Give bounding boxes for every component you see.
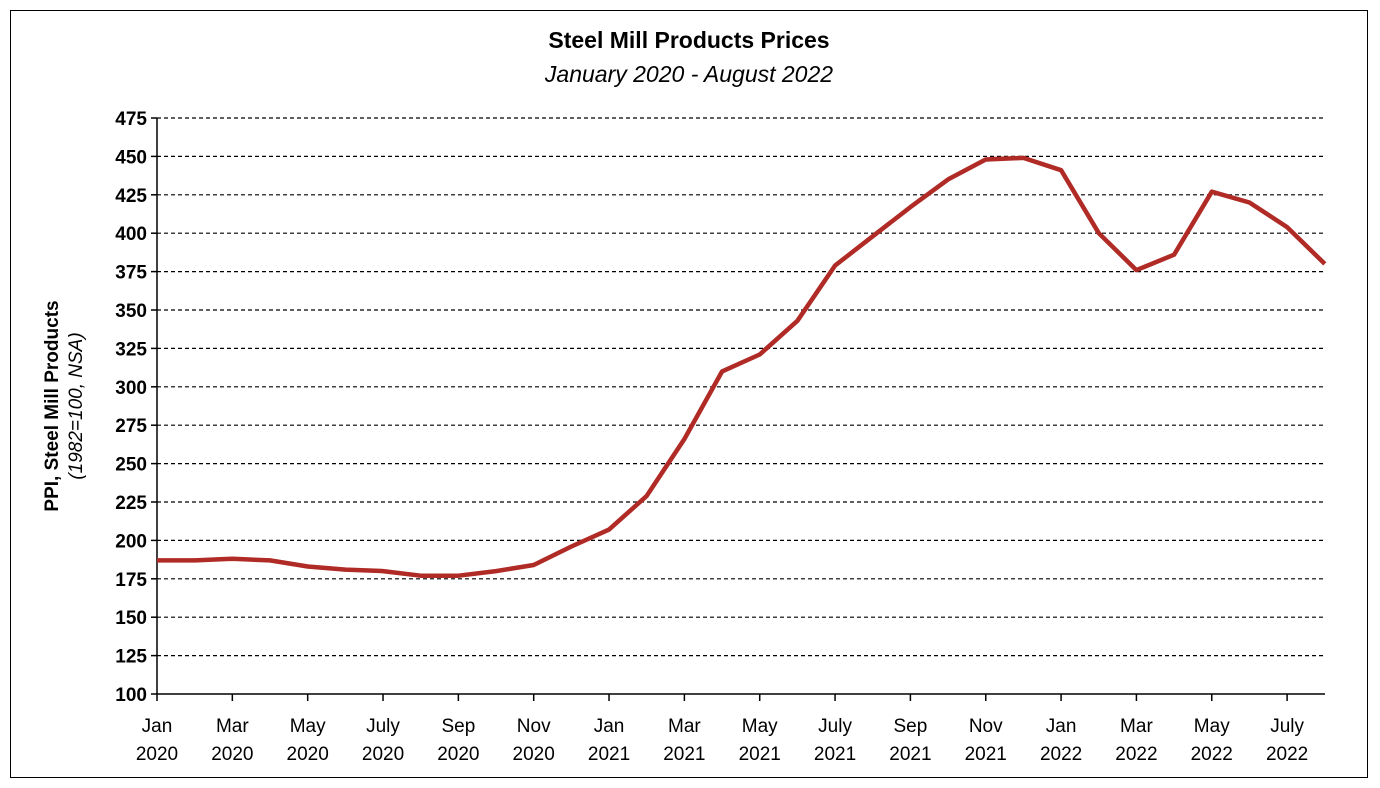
- x-tick-label-year: 2020: [287, 744, 329, 765]
- x-tick-label-year: 2021: [739, 744, 781, 765]
- y-tick-label: 175: [115, 570, 147, 591]
- x-tick-label-year: 2021: [814, 744, 856, 765]
- x-tick-label-year: 2022: [1266, 744, 1308, 765]
- x-tick-label-month: July: [818, 716, 852, 737]
- y-tick-label: 275: [115, 416, 147, 437]
- y-tick-label: 375: [115, 263, 147, 284]
- x-tick-label-year: 2021: [965, 744, 1007, 765]
- x-tick-label-month: Nov: [517, 716, 551, 737]
- y-tick-label: 125: [115, 647, 147, 668]
- y-axis-label-group: PPI, Steel Mill Products (1982=100, NSA): [42, 300, 87, 511]
- series-group: [157, 155, 1327, 578]
- series-line: [157, 155, 1327, 578]
- y-axis-ticks: 100 125 150 175 200 225 250 275 300 325 350 375 400 4…: [115, 109, 157, 706]
- chart-frame: [10, 10, 1368, 778]
- x-tick-label-month: Mar: [668, 716, 701, 737]
- gridlines: [157, 117, 1325, 657]
- x-tick-label-month: Sep: [441, 716, 475, 737]
- x-tick-label-year: 2021: [889, 744, 931, 765]
- y-axis-label: PPI, Steel Mill Products: [42, 300, 63, 511]
- x-tick-label-year: 2022: [1191, 744, 1233, 765]
- x-tick-label-month: May: [742, 716, 778, 737]
- y-tick-label: 300: [115, 378, 147, 399]
- x-tick-label-month: May: [1194, 716, 1230, 737]
- y-tick-label: 200: [115, 531, 147, 552]
- y-tick-label: 400: [115, 224, 147, 245]
- x-tick-label-year: 2020: [513, 744, 555, 765]
- x-tick-label-month: Jan: [1046, 716, 1077, 737]
- y-tick-label: 150: [115, 608, 147, 629]
- x-tick-label-month: July: [366, 716, 400, 737]
- y-tick-label: 250: [115, 455, 147, 476]
- y-tick-label: 450: [115, 147, 147, 168]
- y-tick-label: 325: [115, 339, 147, 360]
- x-axis-ticks: Jan 2020 Mar 2020 May 2020 July 2020 Sep 2020 Nov 2…: [136, 694, 1308, 765]
- x-tick-label-month: Mar: [1120, 716, 1153, 737]
- y-axis-label-sub: (1982=100, NSA): [66, 332, 87, 479]
- chart-subtitle: January 2020 - August 2022: [544, 61, 833, 87]
- x-tick-label-month: Nov: [969, 716, 1003, 737]
- x-tick-label-year: 2022: [1115, 744, 1157, 765]
- x-tick-label-month: May: [290, 716, 326, 737]
- x-tick-label-year: 2020: [211, 744, 253, 765]
- y-tick-label: 225: [115, 493, 147, 514]
- x-tick-label-year: 2021: [663, 744, 705, 765]
- x-tick-label-year: 2020: [437, 744, 479, 765]
- x-tick-label-year: 2022: [1040, 744, 1082, 765]
- x-tick-label-year: 2021: [588, 744, 630, 765]
- x-tick-label-month: July: [1270, 716, 1304, 737]
- x-tick-label-year: 2020: [362, 744, 404, 765]
- x-tick-label-month: Sep: [893, 716, 927, 737]
- y-tick-label: 425: [115, 186, 147, 207]
- y-tick-label: 100: [115, 685, 147, 706]
- y-tick-label: 475: [115, 109, 147, 130]
- x-tick-label-month: Jan: [142, 716, 173, 737]
- y-tick-label: 350: [115, 301, 147, 322]
- chart-title: Steel Mill Products Prices: [548, 27, 829, 53]
- x-tick-label-month: Mar: [216, 716, 249, 737]
- x-tick-label-month: Jan: [594, 716, 625, 737]
- x-tick-label-year: 2020: [136, 744, 178, 765]
